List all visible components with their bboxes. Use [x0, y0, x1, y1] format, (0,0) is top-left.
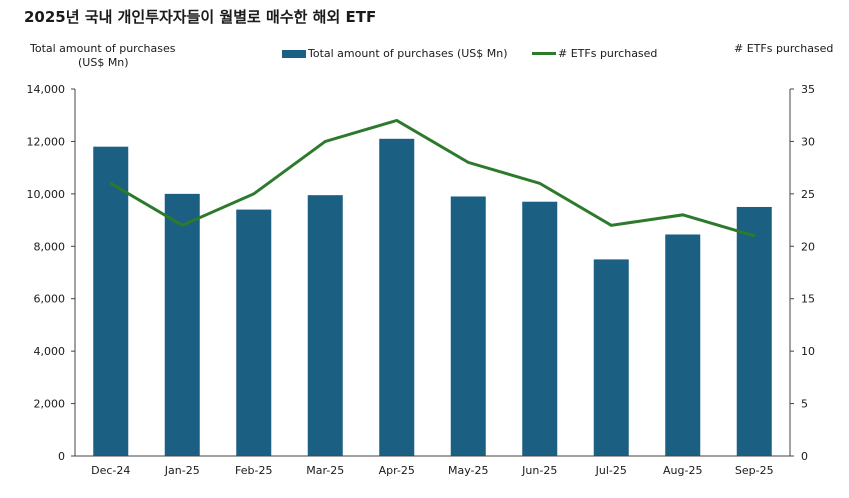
right-tick-label: 20: [801, 240, 815, 253]
x-tick-label: Apr-25: [379, 464, 415, 477]
x-axis-ticks: Dec-24 Jan-25 Feb-25 Mar-25 Apr-25 May-25 Jun-…: [91, 464, 773, 477]
left-axis-title-line2: (US$ Mn): [78, 56, 129, 69]
bar-sep-25: [736, 206, 772, 456]
bar-feb-25: [236, 209, 272, 456]
right-axis-title: # ETFs purchased: [734, 42, 834, 55]
line-point-jun-25: [538, 182, 541, 185]
line-series: [109, 118, 756, 238]
x-tick-label: Jan-25: [164, 464, 200, 477]
bar-series: [93, 138, 772, 457]
line-point-jul-25: [610, 224, 613, 227]
right-tick-label: 15: [801, 293, 815, 306]
right-tick-label: 25: [801, 188, 815, 201]
right-tick-label: 10: [801, 345, 815, 358]
chart-title: 2025년 국내 개인투자자들이 월별로 매수한 해외 ETF: [24, 8, 377, 26]
left-tick-label: 12,000: [27, 135, 66, 148]
left-tick-label: 8,000: [34, 240, 66, 253]
bar-jun-25: [522, 201, 558, 456]
bar-jul-25: [593, 259, 629, 456]
line-point-jan-25: [181, 224, 184, 227]
line-point-apr-25: [395, 119, 398, 122]
left-axis-ticks: 0 2,000 4,000 6,000 8,000 10,000 12,000 14,000: [27, 83, 75, 463]
legend-line-label: # ETFs purchased: [558, 47, 658, 60]
legend-bar-swatch: [282, 49, 306, 58]
legend-line-swatch: [532, 52, 556, 55]
line-point-sep-25: [753, 234, 756, 237]
right-tick-label: 35: [801, 83, 815, 96]
legend-item-line: # ETFs purchased: [532, 47, 657, 60]
left-tick-label: 10,000: [27, 188, 66, 201]
chart-axes: [74, 89, 791, 457]
line-point-feb-25: [252, 192, 255, 196]
right-axis-ticks: 0 5 10 15 20 25 30 35: [790, 83, 815, 463]
right-tick-label: 5: [801, 398, 808, 411]
line-point-mar-25: [324, 140, 327, 143]
bar-may-25: [450, 196, 486, 456]
legend-bar-label: Total amount of purchases (US$ Mn): [308, 47, 508, 60]
line-point-aug-25: [681, 213, 684, 217]
x-tick-label: Jun-25: [521, 464, 557, 477]
left-tick-label: 0: [58, 450, 65, 463]
x-tick-label: Jul-25: [595, 464, 627, 477]
left-axis-title: Total amount of purchases (US$ Mn): [30, 42, 210, 70]
left-tick-label: 14,000: [27, 83, 66, 96]
line-point-dec-24: [109, 182, 112, 185]
x-tick-label: Feb-25: [235, 464, 272, 477]
x-tick-label: Mar-25: [306, 464, 344, 477]
left-tick-label: 6,000: [34, 293, 66, 306]
bar-apr-25: [379, 138, 415, 457]
line-point-may-25: [467, 161, 470, 164]
bar-aug-25: [665, 234, 701, 456]
x-tick-label: May-25: [448, 464, 489, 477]
right-tick-label: 0: [801, 450, 808, 463]
bar-mar-25: [307, 195, 343, 457]
x-tick-label: Aug-25: [663, 464, 702, 477]
left-axis-title-line1: Total amount of purchases: [30, 42, 176, 55]
right-tick-label: 30: [801, 135, 815, 148]
x-tick-label: Sep-25: [735, 464, 774, 477]
etf-count-line: [109, 118, 755, 238]
left-tick-label: 4,000: [34, 345, 66, 358]
legend-item-bar: Total amount of purchases (US$ Mn): [282, 47, 508, 60]
left-tick-label: 2,000: [34, 398, 66, 411]
bar-jan-25: [164, 193, 200, 456]
bar-dec-24: [93, 146, 129, 456]
x-tick-label: Dec-24: [91, 464, 130, 477]
